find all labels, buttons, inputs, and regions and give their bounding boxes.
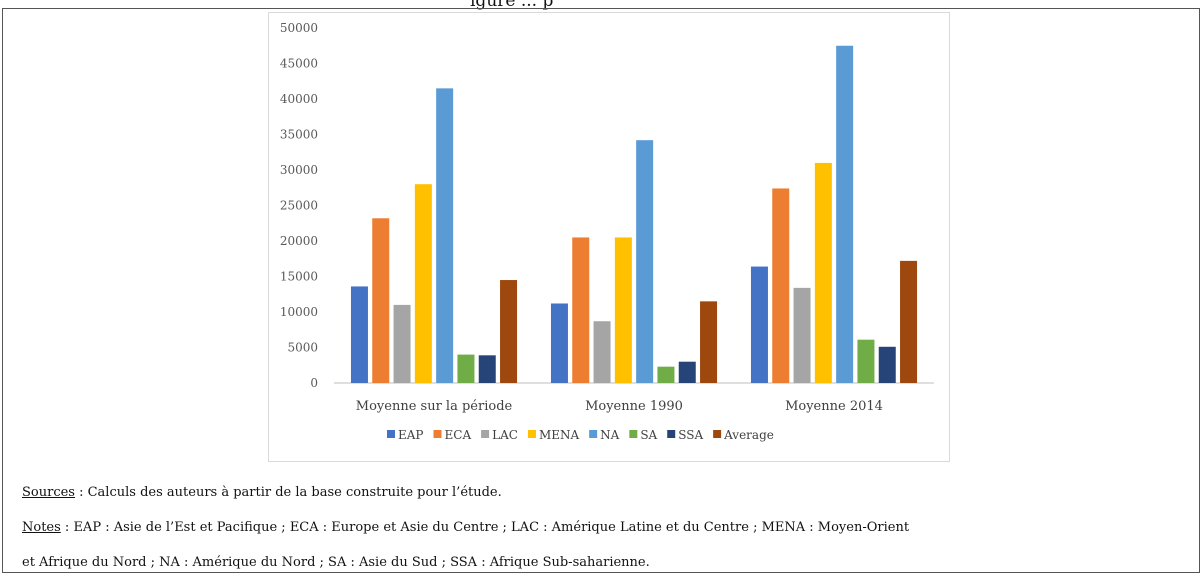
y-tick-label: 50000 <box>280 21 318 35</box>
notes-label: Notes <box>22 520 61 535</box>
bar-lac <box>393 304 411 383</box>
y-tick-label: 0 <box>310 376 318 390</box>
bar-average <box>900 260 918 383</box>
legend-label: LAC <box>492 428 518 442</box>
bar-lac <box>793 287 811 383</box>
y-tick-label: 35000 <box>280 128 318 142</box>
bar-na <box>436 88 454 383</box>
notes-line-1: Notes : EAP : Asie de l’Est et Pacifique… <box>22 520 909 535</box>
legend-swatch-sa <box>629 430 638 438</box>
notes-text-2: et Afrique du Nord ; NA : Amérique du No… <box>22 555 650 570</box>
sources-label: Sources <box>22 485 75 500</box>
legend-swatch-ssa <box>667 430 676 438</box>
legend-label: MENA <box>539 428 580 442</box>
bar-eap <box>750 266 768 383</box>
bar-mena <box>814 162 832 383</box>
x-category-label: Moyenne 2014 <box>785 399 883 414</box>
legend-label: ECA <box>445 428 472 442</box>
y-tick-label: 25000 <box>280 199 318 213</box>
bar-ssa <box>478 355 496 383</box>
bar-sa <box>457 354 475 383</box>
legend-swatch-average <box>713 430 722 438</box>
chart-container: 0 5000 10000 15000 20000 25000 30000 35000 40000… <box>268 12 950 462</box>
legend-label: Average <box>723 428 774 442</box>
figure-title-text: igure ... p <box>470 0 554 10</box>
bar-mena <box>614 237 632 383</box>
bar-sa <box>857 339 875 383</box>
legend-swatch-lac <box>481 430 490 438</box>
y-tick-label: 40000 <box>280 92 318 106</box>
legend-swatch-eap <box>387 430 395 438</box>
figure-title-fragment: igure ... p <box>0 0 1203 10</box>
x-category-label: Moyenne sur la période <box>356 399 513 414</box>
legend-label: EAP <box>398 428 424 442</box>
y-tick-label: 20000 <box>280 234 318 248</box>
sources-text: : Calculs des auteurs à partir de la bas… <box>74 485 502 500</box>
bar-mena <box>414 184 432 383</box>
figure-frame <box>2 8 1200 573</box>
bar-chart: 0 5000 10000 15000 20000 25000 30000 35000 40000… <box>280 21 934 442</box>
legend-label: SA <box>640 428 657 442</box>
y-tick-label: 45000 <box>280 57 318 71</box>
bar-eca <box>772 188 790 383</box>
notes-text-1: : EAP : Asie de l’Est et Pacifique ; ECA… <box>60 520 910 535</box>
notes-line-2: et Afrique du Nord ; NA : Amérique du No… <box>22 555 650 570</box>
bar-eca <box>372 218 390 383</box>
legend-swatch-mena <box>527 430 536 438</box>
bar-na <box>636 140 654 383</box>
legend-label: SSA <box>678 428 703 442</box>
bar-eap <box>350 286 368 383</box>
bar-average <box>700 301 718 383</box>
y-tick-label: 15000 <box>280 270 318 284</box>
bar-na <box>836 45 854 383</box>
y-tick-label: 30000 <box>280 163 318 177</box>
legend-label: NA <box>600 428 620 442</box>
y-tick-label: 5000 <box>287 341 318 355</box>
bar-lac <box>593 321 611 383</box>
y-tick-label: 10000 <box>280 305 318 319</box>
bar-eap <box>550 303 568 383</box>
bar-average <box>500 280 518 383</box>
bar-ssa <box>878 346 896 383</box>
bar-ssa <box>678 361 696 383</box>
bar-sa <box>657 366 675 383</box>
legend-swatch-na <box>589 430 598 438</box>
bar-eca <box>572 237 590 383</box>
sources-note: Sources : Calculs des auteurs à partir d… <box>22 485 502 500</box>
legend-swatch-eca <box>433 430 442 438</box>
x-category-label: Moyenne 1990 <box>585 399 683 414</box>
